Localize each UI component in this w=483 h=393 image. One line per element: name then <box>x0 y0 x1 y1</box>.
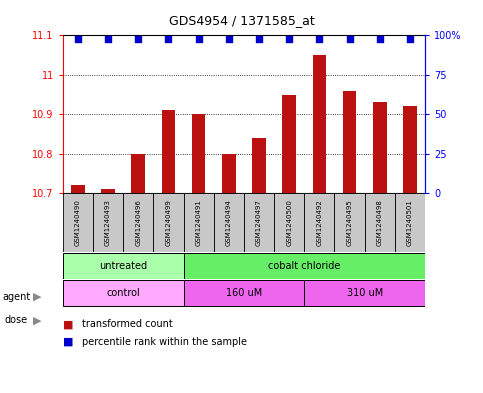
Point <box>225 35 233 42</box>
Text: GSM1240490: GSM1240490 <box>75 199 81 246</box>
Point <box>406 35 414 42</box>
Text: 310 uM: 310 uM <box>346 288 383 298</box>
Point <box>134 35 142 42</box>
Point <box>74 35 82 42</box>
Bar <box>184 253 425 279</box>
Bar <box>154 193 184 252</box>
Bar <box>192 114 205 193</box>
Bar <box>71 185 85 193</box>
Text: GSM1240495: GSM1240495 <box>347 199 353 246</box>
Point <box>104 35 112 42</box>
Text: ▶: ▶ <box>33 315 42 325</box>
Text: GSM1240498: GSM1240498 <box>377 199 383 246</box>
Text: 160 uM: 160 uM <box>226 288 262 298</box>
Text: agent: agent <box>2 292 30 302</box>
Bar <box>244 193 274 252</box>
Bar <box>304 280 425 306</box>
Text: GSM1240493: GSM1240493 <box>105 199 111 246</box>
Text: transformed count: transformed count <box>82 319 173 329</box>
Text: ■: ■ <box>63 319 73 329</box>
Bar <box>283 95 296 193</box>
Bar <box>373 103 386 193</box>
Bar <box>304 193 334 252</box>
Bar <box>252 138 266 193</box>
Bar <box>343 91 356 193</box>
Bar <box>101 189 115 193</box>
Text: GSM1240499: GSM1240499 <box>166 199 171 246</box>
Bar <box>365 193 395 252</box>
Text: GSM1240497: GSM1240497 <box>256 199 262 246</box>
Bar <box>313 55 326 193</box>
Point <box>255 35 263 42</box>
Point <box>165 35 172 42</box>
Text: cobalt chloride: cobalt chloride <box>268 261 341 271</box>
Text: GSM1240500: GSM1240500 <box>286 199 292 246</box>
Bar <box>403 107 417 193</box>
Bar <box>162 110 175 193</box>
Point <box>376 35 384 42</box>
Bar <box>123 193 154 252</box>
Point <box>346 35 354 42</box>
Bar <box>274 193 304 252</box>
Bar <box>93 193 123 252</box>
Bar <box>131 154 145 193</box>
Text: ■: ■ <box>63 337 73 347</box>
Text: GDS4954 / 1371585_at: GDS4954 / 1371585_at <box>169 15 314 28</box>
Bar <box>184 193 213 252</box>
Bar <box>63 253 184 279</box>
Text: GSM1240494: GSM1240494 <box>226 199 232 246</box>
Bar <box>334 193 365 252</box>
Bar <box>222 154 236 193</box>
Bar <box>184 280 304 306</box>
Bar <box>213 193 244 252</box>
Text: untreated: untreated <box>99 261 147 271</box>
Text: percentile rank within the sample: percentile rank within the sample <box>82 337 247 347</box>
Point <box>195 35 202 42</box>
Bar <box>63 193 93 252</box>
Text: GSM1240496: GSM1240496 <box>135 199 141 246</box>
Text: GSM1240501: GSM1240501 <box>407 199 413 246</box>
Bar <box>63 280 184 306</box>
Point <box>315 35 323 42</box>
Text: control: control <box>106 288 140 298</box>
Point <box>285 35 293 42</box>
Text: dose: dose <box>5 315 28 325</box>
Bar <box>395 193 425 252</box>
Text: GSM1240492: GSM1240492 <box>316 199 322 246</box>
Text: ▶: ▶ <box>33 292 42 302</box>
Text: GSM1240491: GSM1240491 <box>196 199 201 246</box>
